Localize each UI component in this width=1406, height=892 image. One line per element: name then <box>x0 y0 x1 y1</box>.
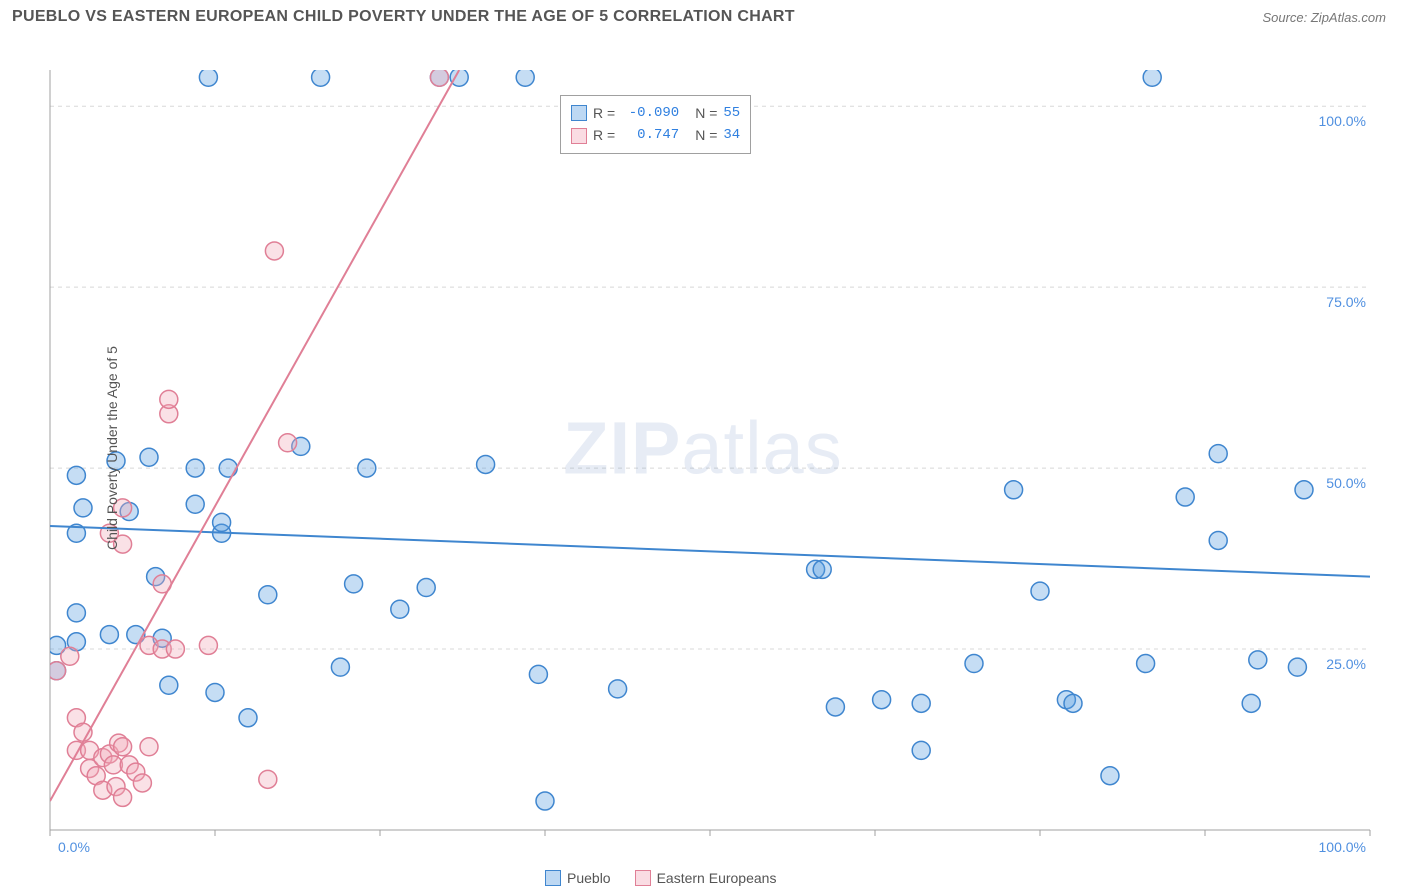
legend-item: Eastern Europeans <box>635 870 777 886</box>
n-label: N = <box>695 102 717 124</box>
source-link[interactable]: ZipAtlas.com <box>1311 10 1386 25</box>
n-label: N = <box>695 124 717 146</box>
stats-legend-row: R = 0.747 N = 34 <box>571 124 740 146</box>
svg-text:100.0%: 100.0% <box>1319 113 1366 129</box>
svg-text:50.0%: 50.0% <box>1326 475 1366 491</box>
n-value: 55 <box>723 102 740 124</box>
svg-text:25.0%: 25.0% <box>1326 656 1366 672</box>
r-label: R = <box>593 102 615 124</box>
stats-legend-row: R = -0.090 N = 55 <box>571 102 740 124</box>
source-prefix: Source: <box>1262 10 1310 25</box>
legend-label: Pueblo <box>567 870 611 886</box>
source-attribution: Source: ZipAtlas.com <box>1262 10 1386 25</box>
legend-swatch <box>545 870 561 886</box>
r-value: 0.747 <box>621 124 679 146</box>
series-legend: Pueblo Eastern Europeans <box>545 870 776 886</box>
legend-label: Eastern Europeans <box>657 870 777 886</box>
scatter-plot-svg: 25.0% 50.0% 75.0% 100.0% 0.0% 100.0% <box>0 30 1406 865</box>
svg-text:100.0%: 100.0% <box>1319 839 1366 855</box>
svg-text:0.0%: 0.0% <box>58 839 90 855</box>
legend-swatch <box>571 105 587 121</box>
legend-item: Pueblo <box>545 870 611 886</box>
y-axis-label: Child Poverty Under the Age of 5 <box>104 346 120 550</box>
chart-area: Child Poverty Under the Age of 5 ZIPatla… <box>0 30 1406 865</box>
stats-legend: R = -0.090 N = 55 R = 0.747 N = 34 <box>560 95 751 154</box>
r-value: -0.090 <box>621 102 679 124</box>
legend-swatch <box>635 870 651 886</box>
n-value: 34 <box>723 124 740 146</box>
r-label: R = <box>593 124 615 146</box>
chart-title: PUEBLO VS EASTERN EUROPEAN CHILD POVERTY… <box>12 8 795 26</box>
svg-text:75.0%: 75.0% <box>1326 294 1366 310</box>
legend-swatch <box>571 128 587 144</box>
